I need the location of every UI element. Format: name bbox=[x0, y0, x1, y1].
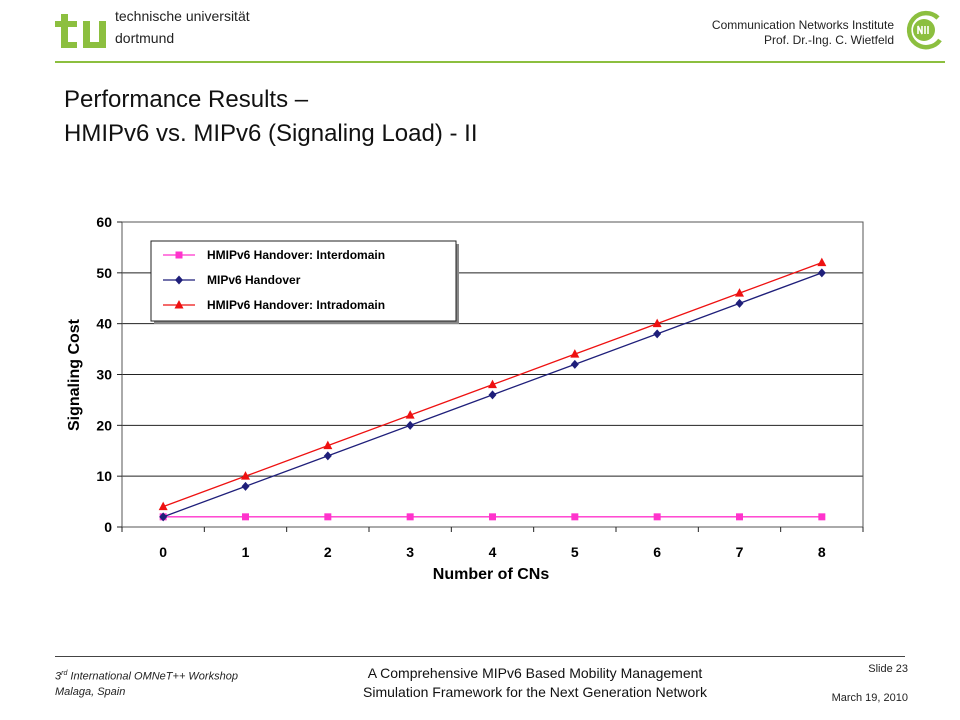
data-point bbox=[241, 471, 250, 480]
workshop-ordinal-suffix: rd bbox=[61, 670, 68, 677]
header-divider bbox=[55, 61, 945, 63]
footer-title-line2: Simulation Framework for the Next Genera… bbox=[363, 684, 707, 700]
data-point bbox=[406, 420, 415, 430]
y-tick-label: 40 bbox=[96, 316, 112, 332]
workshop-location: Malaga, Spain bbox=[55, 686, 126, 698]
x-tick-label: 7 bbox=[736, 544, 744, 560]
legend-label: HMIPv6 Handover: Interdomain bbox=[207, 248, 385, 262]
data-point bbox=[570, 349, 580, 358]
professor-name: Prof. Dr.-Ing. C. Wietfeld bbox=[763, 33, 894, 47]
chart-series bbox=[158, 257, 827, 522]
x-tick-label: 5 bbox=[571, 544, 579, 560]
data-point bbox=[817, 257, 827, 267]
x-tick-label: 8 bbox=[818, 544, 826, 560]
data-point bbox=[489, 513, 496, 521]
workshop-ordinal: 3 bbox=[55, 670, 62, 683]
data-point bbox=[406, 513, 414, 521]
workshop-title: International OMNeT++ Workshop bbox=[67, 670, 238, 683]
signaling-cost-chart: 0 1 2 3 4 5 6 7 8 0 10 20 30 40 50 60 HMIPv6 Handover:… bbox=[66, 214, 864, 583]
data-point bbox=[488, 390, 497, 400]
data-point bbox=[653, 513, 661, 521]
data-point bbox=[736, 513, 743, 521]
y-tick-label: 0 bbox=[104, 519, 112, 535]
data-point bbox=[735, 298, 744, 308]
y-tick-label: 20 bbox=[96, 417, 112, 433]
series-triangle bbox=[158, 257, 827, 511]
legend-marker bbox=[174, 300, 184, 309]
data-point bbox=[242, 513, 249, 521]
legend-label: MIPv6 Handover bbox=[207, 273, 301, 287]
workshop-name: 3rd International OMNeT++ Workshop bbox=[55, 670, 238, 683]
x-tick-label: 1 bbox=[242, 544, 250, 560]
institute-name: Communication Networks Institute bbox=[711, 18, 894, 32]
tu-logo-icon bbox=[55, 14, 106, 48]
cni-logo-icon bbox=[906, 10, 942, 50]
footer-title-line1: A Comprehensive MIPv6 Based Mobility Man… bbox=[367, 665, 703, 681]
data-point bbox=[571, 513, 579, 521]
slide-title: Performance Results – bbox=[64, 86, 309, 113]
data-point bbox=[323, 451, 332, 461]
legend-marker bbox=[175, 275, 183, 285]
data-point bbox=[323, 440, 333, 450]
data-point bbox=[818, 513, 826, 521]
data-point bbox=[159, 512, 168, 522]
x-axis-label: Number of CNs bbox=[433, 566, 550, 583]
chart-legend: HMIPv6 Handover: Interdomain MIPv6 Handov… bbox=[150, 240, 459, 324]
legend-marker bbox=[175, 251, 183, 259]
y-tick-label: 30 bbox=[96, 367, 112, 383]
data-point bbox=[817, 268, 826, 278]
x-tick-label: 0 bbox=[159, 544, 167, 560]
y-tick-label: 10 bbox=[96, 468, 112, 484]
y-axis-label: Signaling Cost bbox=[66, 318, 83, 431]
data-point bbox=[324, 513, 332, 521]
x-tick-label: 6 bbox=[653, 544, 661, 560]
y-tick-label: 60 bbox=[96, 214, 112, 230]
data-point bbox=[653, 329, 662, 339]
footer-divider bbox=[55, 656, 905, 657]
y-tick-label: 50 bbox=[96, 265, 112, 281]
university-name: technische universität bbox=[115, 8, 250, 24]
x-tick-label: 4 bbox=[489, 544, 497, 560]
data-point bbox=[405, 410, 415, 419]
series-diamond bbox=[159, 268, 826, 522]
y-axis-ticks: 0 10 20 30 40 50 60 bbox=[96, 214, 122, 535]
x-axis-ticks: 0 1 2 3 4 5 6 7 8 bbox=[121, 527, 864, 560]
slide-number: Slide 23 bbox=[868, 663, 908, 675]
x-tick-label: 2 bbox=[324, 544, 332, 560]
series-square bbox=[159, 513, 826, 521]
university-city: dortmund bbox=[115, 30, 175, 46]
data-point bbox=[735, 288, 744, 297]
data-point bbox=[158, 501, 168, 511]
presentation-date: March 19, 2010 bbox=[831, 692, 908, 704]
legend-box bbox=[150, 240, 457, 322]
data-point bbox=[241, 481, 250, 491]
x-tick-label: 3 bbox=[406, 544, 414, 560]
data-point bbox=[570, 359, 579, 369]
data-point bbox=[652, 318, 662, 328]
legend-label: HMIPv6 Handover: Intradomain bbox=[207, 298, 385, 312]
slide-subtitle: HMIPv6 vs. MIPv6 (Signaling Load) - II bbox=[64, 120, 478, 147]
data-point bbox=[488, 379, 497, 389]
